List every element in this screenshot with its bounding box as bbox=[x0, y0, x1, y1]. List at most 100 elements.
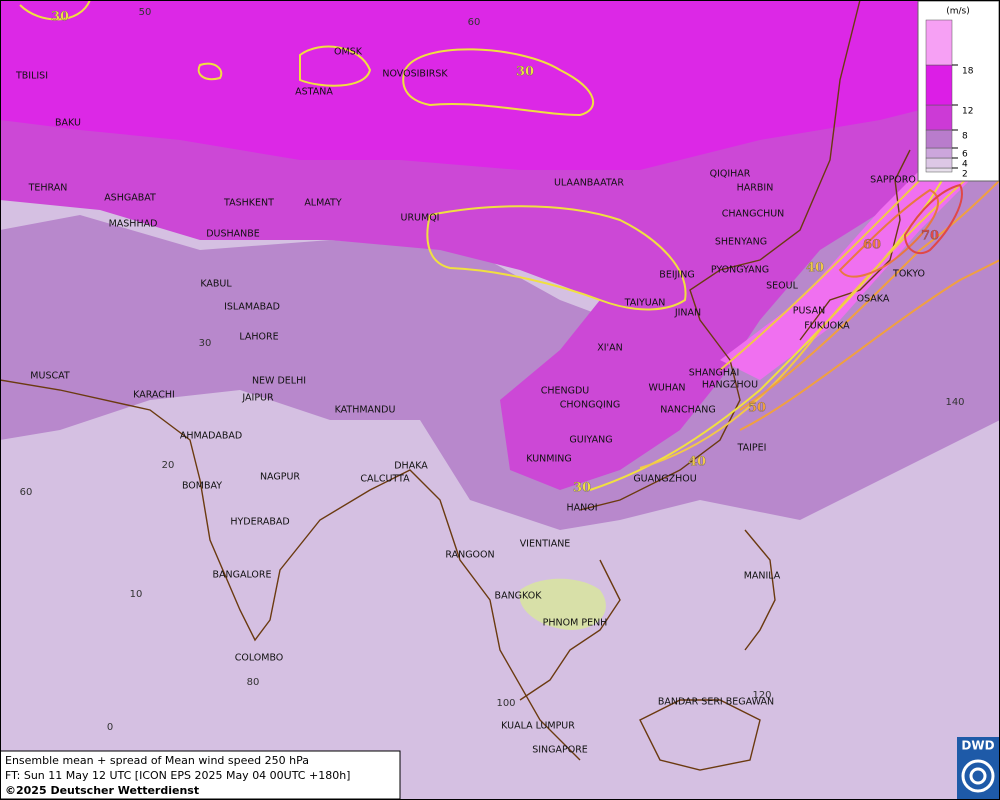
city-label: KUNMING bbox=[526, 454, 572, 465]
grid-label: 80 bbox=[247, 677, 260, 688]
city-label: ASTANA bbox=[295, 87, 333, 98]
city-label: BANDAR SERI BEGAWAN bbox=[658, 697, 774, 708]
city-label: TAIYUAN bbox=[624, 298, 666, 309]
city-label: PHNOM PENH bbox=[543, 618, 608, 629]
city-label: HANOI bbox=[566, 503, 597, 514]
legend-tick-label: 18 bbox=[962, 67, 974, 77]
coastline bbox=[799, 149, 911, 341]
city-label: GUANGZHOU bbox=[633, 474, 696, 485]
legend-unit: (m/s) bbox=[946, 7, 970, 17]
city-label: OSAKA bbox=[857, 294, 890, 305]
grid-label: 60 bbox=[468, 17, 481, 28]
grid-label: 60 bbox=[20, 487, 33, 498]
city-label: SINGAPORE bbox=[532, 745, 588, 756]
logo: DWD bbox=[961, 739, 994, 753]
legend-tick-label: 2 bbox=[962, 170, 968, 180]
footer-copyright: ©2025 Deutscher Wetterdienst bbox=[5, 784, 199, 797]
legend-tick-label: 8 bbox=[962, 132, 968, 142]
contour-label: 40 bbox=[688, 455, 706, 470]
footer-title: Ensemble mean + spread of Mean wind spee… bbox=[5, 754, 309, 767]
city-label: NEW DELHI bbox=[252, 376, 306, 387]
city-label: NOVOSIBIRSK bbox=[382, 69, 448, 80]
footer-forecast: FT: Sun 11 May 12 UTC [ICON EPS 2025 May… bbox=[5, 769, 350, 782]
city-label: ISLAMABAD bbox=[224, 302, 280, 313]
contour-label: 30 bbox=[573, 481, 591, 496]
city-label: URUMQI bbox=[401, 213, 440, 224]
legend-tick-label: 4 bbox=[962, 160, 968, 170]
city-label: KATHMANDU bbox=[335, 405, 396, 416]
city-label: PYONGYANG bbox=[711, 265, 769, 276]
city-label: KARACHI bbox=[133, 390, 175, 401]
city-label: DHAKA bbox=[394, 461, 428, 472]
spread-zone bbox=[0, 0, 1000, 170]
contour-line bbox=[739, 179, 1000, 431]
city-label: GUIYANG bbox=[569, 435, 612, 446]
grid-label: 100 bbox=[496, 698, 515, 709]
city-label: WUHAN bbox=[648, 383, 685, 394]
legend-swatch bbox=[925, 157, 953, 169]
grid-label: 10 bbox=[130, 589, 143, 600]
city-label: SHANGHAI bbox=[689, 368, 740, 379]
city-label: BAKU bbox=[55, 118, 81, 129]
city-label: JINAN bbox=[674, 308, 701, 319]
contour-line bbox=[903, 183, 963, 255]
coastline bbox=[519, 559, 621, 701]
city-label: JAIPUR bbox=[241, 393, 274, 404]
legend-swatch bbox=[925, 147, 953, 159]
city-label: TEHRAN bbox=[28, 183, 68, 194]
contour-label: 60 bbox=[863, 238, 881, 253]
coastline bbox=[579, 0, 861, 511]
legend-tick-label: 12 bbox=[962, 107, 973, 117]
city-label: QIQIHAR bbox=[710, 169, 751, 180]
city-label: LAHORE bbox=[239, 332, 278, 343]
grid-label: 20 bbox=[162, 460, 175, 471]
grid-label: 50 bbox=[139, 7, 152, 18]
city-label: SHENYANG bbox=[715, 237, 767, 248]
city-label: PUSAN bbox=[793, 306, 826, 317]
logo-swirl bbox=[969, 767, 987, 785]
city-label: TAIPEI bbox=[737, 443, 767, 454]
city-label: ULAANBAATAR bbox=[554, 178, 624, 189]
spread-zone bbox=[519, 578, 606, 630]
contour-line bbox=[838, 188, 940, 278]
grid-label: 0 bbox=[107, 722, 113, 733]
city-label: MANILA bbox=[744, 571, 781, 582]
city-label: NAGPUR bbox=[260, 472, 300, 483]
city-label: SAPPORO bbox=[870, 175, 916, 186]
grid-label: 30 bbox=[199, 338, 212, 349]
city-label: CHENGDU bbox=[541, 386, 590, 397]
city-label: BEIJING bbox=[659, 270, 694, 281]
contour-label: 40 bbox=[806, 261, 824, 276]
contour-line bbox=[197, 45, 595, 117]
logo-swirl bbox=[961, 759, 995, 793]
city-label: SEOUL bbox=[766, 281, 798, 292]
city-label: ASHGABAT bbox=[104, 193, 156, 204]
contour-line bbox=[19, 0, 91, 21]
legend-swatch bbox=[925, 167, 953, 173]
coastline bbox=[0, 379, 581, 761]
city-label: DUSHANBE bbox=[206, 229, 260, 240]
grid-label: 140 bbox=[945, 397, 964, 408]
city-label: XI'AN bbox=[597, 343, 623, 354]
city-label: FUKUOKA bbox=[804, 321, 850, 332]
city-label: BANGKOK bbox=[495, 591, 543, 602]
footer-box bbox=[0, 750, 401, 800]
city-label: CALCUTTA bbox=[360, 474, 410, 485]
contour-label: 30 bbox=[516, 65, 534, 80]
city-label: VIENTIANE bbox=[520, 539, 571, 550]
city-label: KUALA LUMPUR bbox=[501, 721, 575, 732]
legend-swatch bbox=[925, 104, 953, 131]
legend-swatch bbox=[925, 19, 953, 66]
city-label: HARBIN bbox=[737, 183, 774, 194]
city-label: TOKYO bbox=[892, 269, 925, 280]
city-label: CHONGQING bbox=[560, 400, 620, 411]
city-label: RANGOON bbox=[445, 550, 494, 561]
contour-label: 30 bbox=[51, 10, 69, 25]
city-label: COLOMBO bbox=[235, 653, 284, 664]
grid-label: 120 bbox=[752, 690, 771, 701]
legend-swatch bbox=[925, 129, 953, 149]
city-label: KABUL bbox=[200, 279, 232, 290]
city-label: ALMATY bbox=[304, 198, 342, 209]
city-label: MASHHAD bbox=[109, 219, 158, 230]
